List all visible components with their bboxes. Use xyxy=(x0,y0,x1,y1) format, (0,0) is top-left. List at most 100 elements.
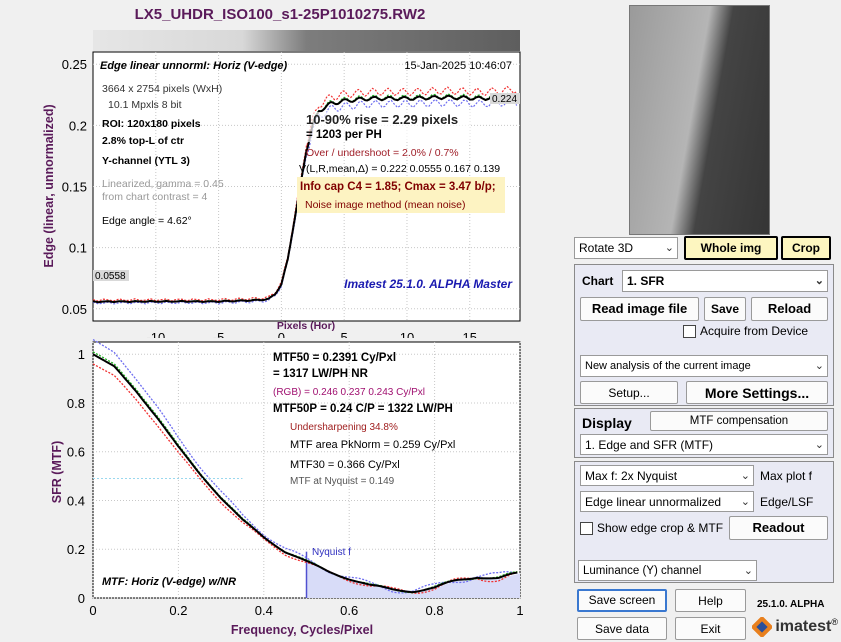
edge-lsf-label: Edge/LSF xyxy=(760,495,814,509)
more-settings-button[interactable]: More Settings... xyxy=(686,381,828,404)
x-tick-label: 5 xyxy=(341,330,348,338)
imatest-logo: imatest® xyxy=(750,615,838,639)
logo-icon xyxy=(750,615,774,639)
luminance-mtf-line xyxy=(92,353,518,594)
info-cap-box xyxy=(297,177,505,213)
window-title: LX5_UHDR_ISO100_s1-25P1010275.RW2 xyxy=(134,6,426,23)
save-button[interactable]: Save xyxy=(704,297,746,321)
edge-angle: Edge angle = 4.62° xyxy=(102,215,192,227)
mtf-caption: MTF: Horiz (V-edge) w/NR xyxy=(102,576,236,588)
y-tick-label: 0.2 xyxy=(67,542,85,557)
mtf-compensation-button[interactable]: MTF compensation xyxy=(650,411,828,431)
help-button[interactable]: Help xyxy=(675,589,746,612)
y-tick-label: 0.15 xyxy=(62,180,87,195)
mtf50-value: MTF50 = 0.2391 Cy/Pxl xyxy=(273,352,396,364)
max-f-select[interactable]: Max f: 2x Nyquist ⌄ xyxy=(580,465,754,486)
y-tick-label: 0.25 xyxy=(62,57,87,72)
chevron-down-icon: ⌄ xyxy=(814,360,824,372)
mtf-xlabel: Frequency, Cycles/Pixel xyxy=(231,623,373,637)
x-tick-label: 0.6 xyxy=(340,603,358,618)
display-label: Display xyxy=(582,415,632,431)
x-tick-label: -5 xyxy=(213,330,225,338)
analysis-select[interactable]: New analysis of the current image ⌄ xyxy=(580,355,828,377)
checkbox-icon xyxy=(580,522,593,536)
nyquist-shade xyxy=(306,561,520,598)
max-plot-f-label: Max plot f xyxy=(760,469,813,483)
x-tick-label: 0.8 xyxy=(426,603,444,618)
display-select[interactable]: 1. Edge and SFR (MTF) ⌄ xyxy=(580,434,828,455)
exit-button[interactable]: Exit xyxy=(675,617,746,640)
display-select-value: 1. Edge and SFR (MTF) xyxy=(585,438,714,452)
x-tick-label: 0.2 xyxy=(169,603,187,618)
noise-method: Noise image method (mean noise) xyxy=(305,199,466,211)
mtf-ylabel: SFR (MTF) xyxy=(50,441,64,503)
checkbox-icon xyxy=(683,325,696,339)
image-preview[interactable] xyxy=(629,5,770,235)
info-capacity: Info cap C4 = 1.85; Cmax = 3.47 b/p; xyxy=(300,181,496,193)
y-tick-label: 0.8 xyxy=(67,396,85,411)
readout-button[interactable]: Readout xyxy=(729,516,828,540)
analysis-select-value: New analysis of the current image xyxy=(585,360,751,372)
rotate-select[interactable]: Rotate 3D ⌄ xyxy=(574,237,678,259)
show-edge-checkbox[interactable]: Show edge crop & MTF xyxy=(580,521,724,536)
chevron-down-icon: ⌄ xyxy=(814,439,824,451)
rise-per-ph: = 1203 per PH xyxy=(306,129,382,141)
chart-select-value: 1. SFR xyxy=(627,274,665,288)
roi-position: 2.8% top-L of ctr xyxy=(102,135,184,147)
mtf-area: MTF area PkNorm = 0.259 Cy/Pxl xyxy=(290,439,455,451)
right-level-value: 0.224 xyxy=(492,94,517,105)
show-edge-label: Show edge crop & MTF xyxy=(597,521,724,535)
y-tick-label: 0.1 xyxy=(69,241,87,256)
chart-label: Chart xyxy=(582,274,614,288)
setup-button[interactable]: Setup... xyxy=(580,381,678,404)
roi-size: ROI: 120x180 pixels xyxy=(102,118,201,130)
mtf-at-nyquist: MTF at Nyquist = 0.149 xyxy=(290,476,395,487)
nyquist-label: Nyquist f xyxy=(312,547,351,558)
luminance-edge-line xyxy=(92,94,517,304)
crop-button[interactable]: Crop xyxy=(781,236,831,260)
chevron-down-icon: ⌄ xyxy=(740,496,750,508)
x-tick-label: 1 xyxy=(516,603,523,618)
edge-type-select[interactable]: Edge linear unnormalized ⌄ xyxy=(580,491,754,512)
undersharpening: Undersharpening 34.8% xyxy=(290,422,398,433)
imatest-version-label: Imatest 25.1.0. ALPHA Master xyxy=(344,277,513,291)
edge-type-value: Edge linear unnormalized xyxy=(585,495,722,509)
gamma-line1: Linearized, gamma = 0.45 xyxy=(102,178,224,190)
acquire-label: Acquire from Device xyxy=(700,324,809,338)
left-level-value: 0.0558 xyxy=(95,271,126,282)
chevron-down-icon: ⌄ xyxy=(814,275,824,287)
mtf50-rgb: (RGB) = 0.246 0.237 0.243 Cy/Pxl xyxy=(273,387,425,398)
x-tick-label: 0.4 xyxy=(255,603,273,618)
rise-distance: 10-90% rise = 2.29 pixels xyxy=(306,112,458,127)
acquire-checkbox[interactable]: Acquire from Device xyxy=(683,324,809,339)
version-label: 25.1.0. ALPHA xyxy=(757,599,825,610)
mtf50p-value: MTF50P = 0.24 C/P = 1322 LW/PH xyxy=(273,403,453,415)
mtf-plot: 0 0.2 0.4 0.6 0.8 1 1 0.8 0.6 0.4 0.2 0 MTF50 = 0.2… xyxy=(50,339,524,637)
rotate-label: Rotate 3D xyxy=(579,241,634,255)
image-dims: 3664 x 2754 pixels (WxH) xyxy=(102,83,222,95)
gamma-line2: from chart contrast = 4 xyxy=(102,191,207,203)
y-tick-label: 0.05 xyxy=(62,302,87,317)
red-mtf-line xyxy=(92,363,518,594)
edge-plot-date: 15-Jan-2025 10:46:07 xyxy=(404,60,512,72)
chevron-down-icon: ⌄ xyxy=(664,242,674,254)
chart-select[interactable]: 1. SFR ⌄ xyxy=(622,270,828,292)
channel-info: Y-channel (YTL 3) xyxy=(102,155,190,167)
y-tick-label: 0 xyxy=(78,591,85,606)
reload-button[interactable]: Reload xyxy=(751,297,828,321)
red-edge-line xyxy=(92,85,518,302)
save-data-button[interactable]: Save data xyxy=(577,617,667,640)
edge-plot-header: Edge linear unnormI: Horiz (V-edge) xyxy=(100,60,288,72)
x-tick-label: 10 xyxy=(400,330,414,338)
x-tick-label: 0 xyxy=(89,603,96,618)
logo-text: imatest xyxy=(775,618,832,635)
y-tick-label: 1 xyxy=(78,347,85,362)
save-screen-button[interactable]: Save screen xyxy=(577,589,667,612)
x-tick-label: 15 xyxy=(463,330,477,338)
channel-select[interactable]: Luminance (Y) channel ⌄ xyxy=(578,560,757,581)
whole-img-button[interactable]: Whole img xyxy=(684,236,778,260)
read-image-button[interactable]: Read image file xyxy=(580,297,699,321)
mtf30-value: MTF30 = 0.366 Cy/Pxl xyxy=(290,459,400,471)
v-levels: V(L,R,mean,Δ) = 0.222 0.0555 0.167 0.139 xyxy=(299,163,500,175)
chevron-down-icon: ⌄ xyxy=(743,565,753,577)
